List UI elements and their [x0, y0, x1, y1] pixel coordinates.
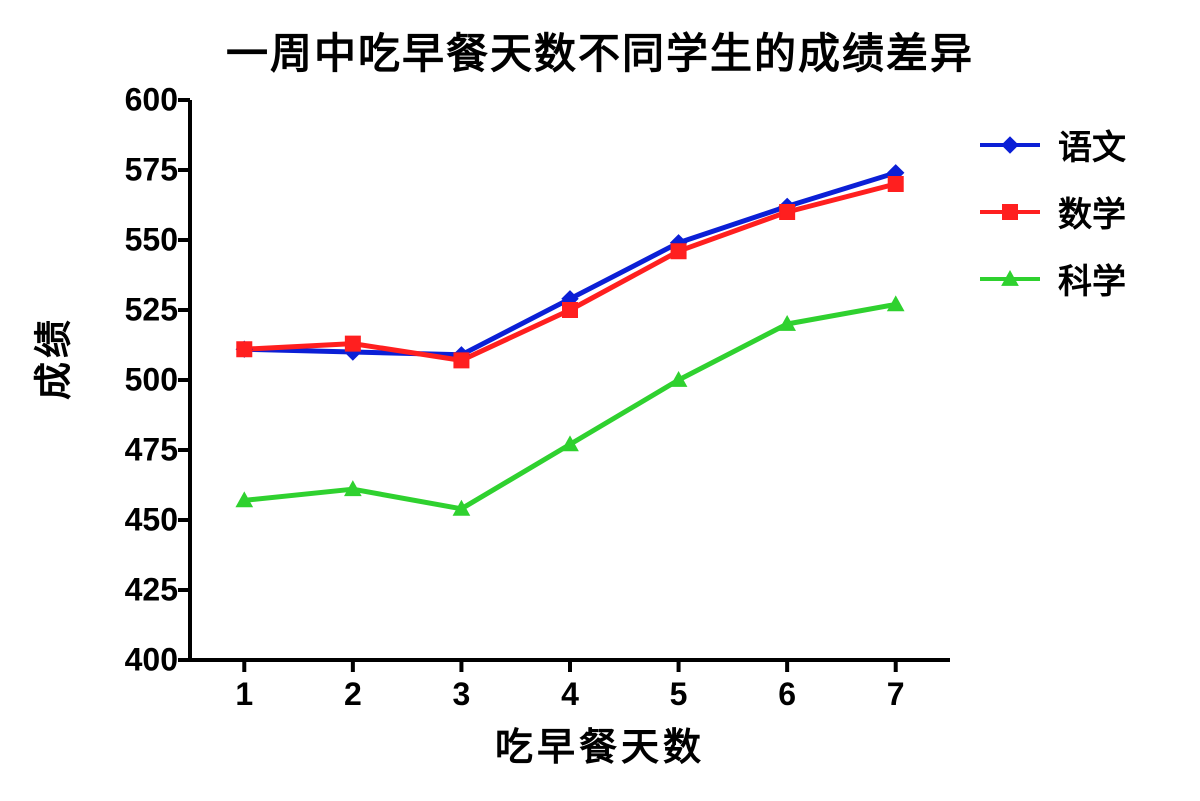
series-marker: [454, 353, 469, 368]
x-tick-label: 4: [561, 660, 579, 713]
y-tick-label: 500: [125, 362, 190, 399]
chart-container: 一周中吃早餐天数不同学生的成绩差异 成绩 吃早餐天数 4004254504755…: [0, 0, 1200, 801]
legend-marker-icon: [998, 133, 1022, 157]
y-tick-label: 600: [125, 82, 190, 119]
series-marker: [888, 177, 903, 192]
y-tick-label: 400: [125, 642, 190, 679]
series-marker: [671, 244, 686, 259]
series-marker: [780, 205, 795, 220]
y-tick-label: 550: [125, 222, 190, 259]
legend-item: 语文: [980, 120, 1126, 169]
x-tick-label: 5: [670, 660, 688, 713]
legend-swatch: [980, 133, 1040, 157]
legend-label: 语文: [1058, 120, 1126, 169]
series-marker: [345, 336, 360, 351]
y-tick-label: 525: [125, 292, 190, 329]
legend-item: 数学: [980, 187, 1126, 236]
legend-item: 科学: [980, 254, 1126, 303]
legend-marker-icon: [998, 200, 1022, 224]
legend-swatch: [980, 267, 1040, 291]
legend: 语文数学科学: [980, 120, 1126, 321]
x-tick-label: 7: [887, 660, 905, 713]
y-axis-label: 成绩: [23, 316, 78, 400]
legend-swatch: [980, 200, 1040, 224]
legend-label: 数学: [1058, 187, 1126, 236]
series-marker: [563, 303, 578, 318]
series-line: [244, 184, 895, 360]
x-tick-label: 6: [778, 660, 796, 713]
y-tick-label: 450: [125, 502, 190, 539]
plot-svg: [190, 100, 950, 660]
legend-label: 科学: [1058, 254, 1126, 303]
plot-area: 4004254504755005255505756001234567: [190, 100, 950, 660]
x-axis-label: 吃早餐天数: [0, 716, 1200, 771]
y-tick-label: 575: [125, 152, 190, 189]
x-tick-label: 2: [344, 660, 362, 713]
series-marker: [237, 342, 252, 357]
legend-marker-icon: [998, 267, 1022, 291]
y-tick-label: 425: [125, 572, 190, 609]
x-tick-label: 1: [235, 660, 253, 713]
chart-title: 一周中吃早餐天数不同学生的成绩差异: [0, 20, 1200, 81]
series-line: [244, 173, 895, 355]
y-tick-label: 475: [125, 432, 190, 469]
x-tick-label: 3: [453, 660, 471, 713]
series-line: [244, 304, 895, 508]
